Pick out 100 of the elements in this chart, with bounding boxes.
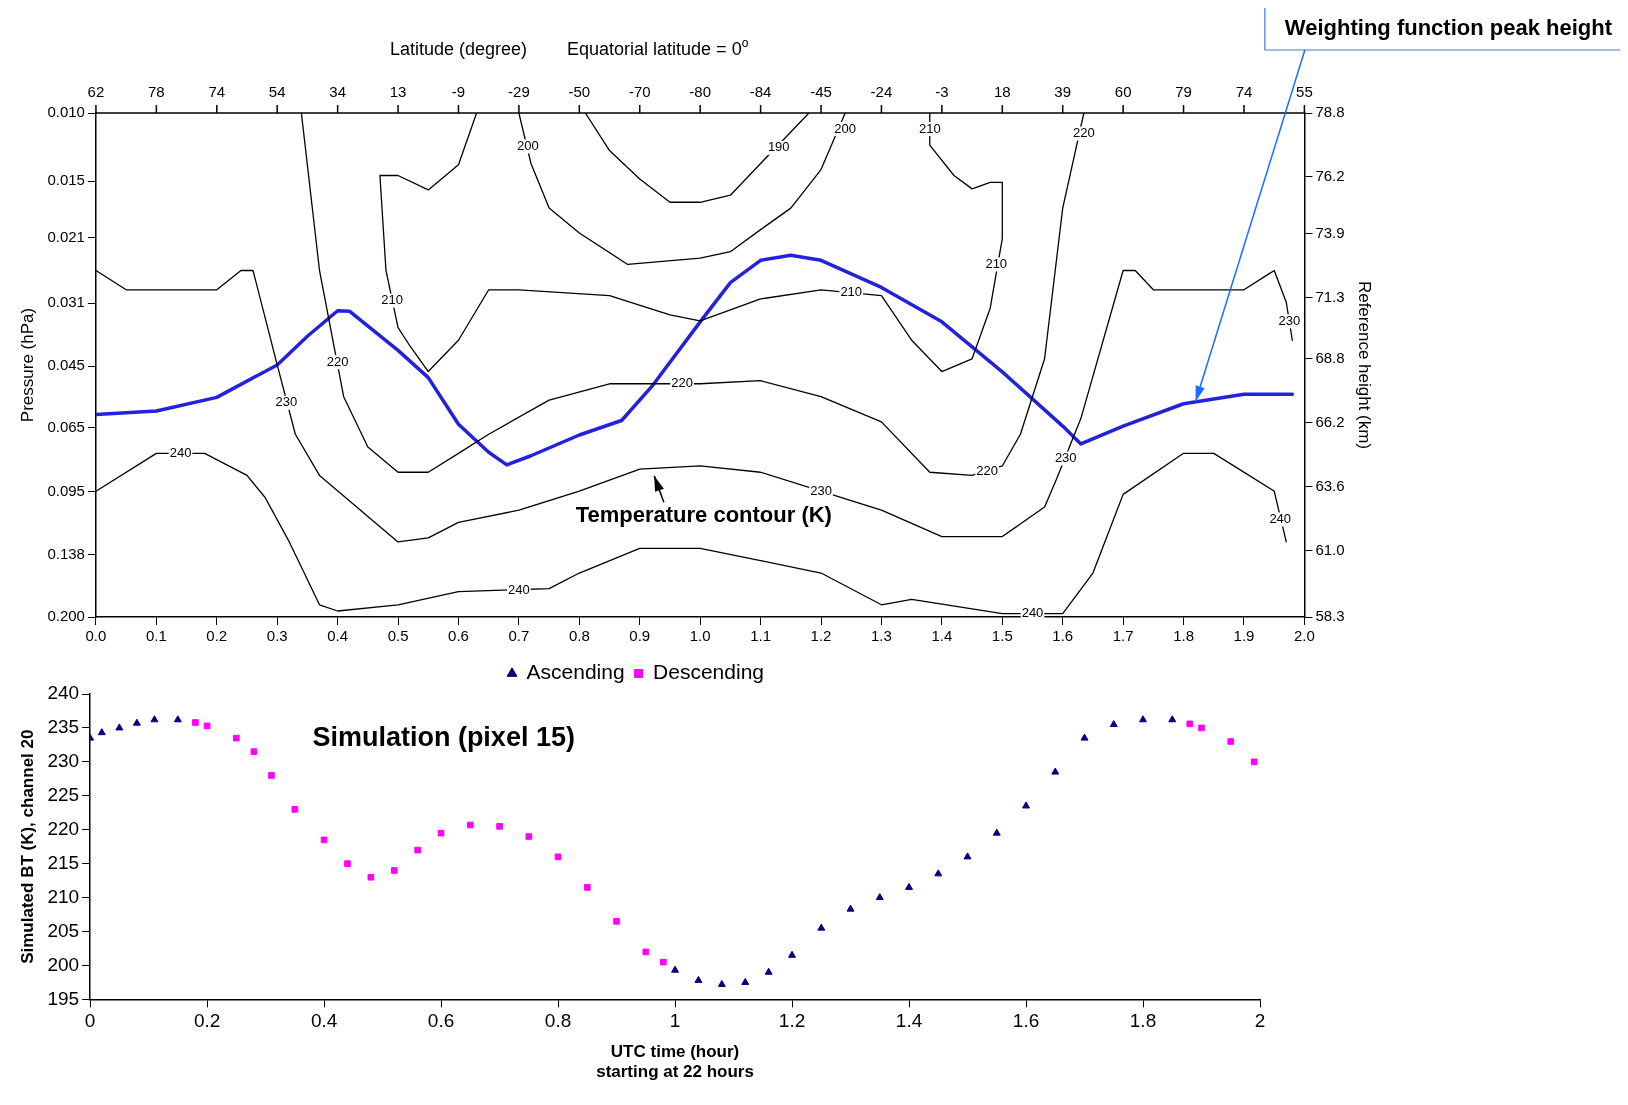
y-tick-label: 0.200 [47,607,85,625]
x-tick-label: 1.9 [1233,627,1255,645]
text: -70 [628,83,651,101]
annotation: 240 [1269,511,1292,527]
annotation: 210 [918,120,941,136]
x-tick-label: 0.4 [310,1010,338,1032]
x-tick-label: 1 [669,1010,681,1032]
y-tick-label: 230 [47,750,80,772]
y-axis-title: Simulated BT (K), channel 20 [17,729,37,964]
y-axis-title: Pressure (hPa) [17,307,37,423]
text: -45 [810,83,832,101]
x-tick-label: 0.6 [427,1010,455,1032]
x-tick-label: 0.1 [145,627,167,645]
text: 79 [1175,83,1192,101]
y2-tick-label: 63.6 [1315,476,1345,494]
y-tick-label: 200 [47,953,80,975]
y2-tick-label: 73.9 [1315,223,1345,241]
annotation: 220 [671,375,693,391]
annotation: 210 [381,292,403,308]
y2-tick-label: 68.8 [1315,348,1345,366]
y2-tick-label: 71.3 [1315,287,1345,305]
x-tick-label: 1.2 [810,627,832,645]
x-axis-title: UTC time (hour) starting at 22 hours [596,1042,754,1082]
x-tick-label: 1.5 [991,627,1013,645]
text: -29 [508,83,530,101]
annotation: 200 [834,120,857,136]
annotation: 190 [767,139,790,155]
annotation: 230 [275,394,298,410]
y-tick-label: 235 [47,716,80,738]
x-tick-label: 0.2 [193,1010,221,1032]
annotation: 230 [1278,312,1301,328]
x-tick-label: 0.5 [387,627,409,645]
annotation: 210 [840,283,863,299]
x-tick-label: 1.4 [895,1010,923,1032]
text: -24 [870,83,893,101]
text: -80 [689,83,712,101]
x-tick-label: 1.7 [1112,627,1134,645]
annotation: Simulation (pixel 15) [312,722,575,753]
y-tick-label: 220 [47,817,80,839]
y2-tick-label: 78.8 [1315,103,1345,121]
legend-label: Descending [653,660,764,684]
annotation: 200 [517,138,539,154]
text: 78 [148,83,165,101]
annotation: 240 [169,444,192,460]
annotation: Temperature contour (K) [575,502,832,528]
text: -84 [749,83,772,101]
x-tick-label: 0.4 [327,627,349,645]
annotation: 230 [1054,450,1077,466]
x-tick-label: 1.6 [1012,1010,1040,1032]
annotation: 220 [326,353,349,369]
x-tick-label: 0.7 [508,627,530,645]
y-tick-label: 0.021 [47,227,85,245]
annotation: Weighting function peak height [1284,15,1613,41]
y-tick-label: 205 [47,919,80,941]
y-tick-label: 0.045 [47,356,85,374]
x-tick-label: 2.0 [1293,627,1315,645]
x-tick-label: 0.3 [266,627,288,645]
y2-tick-label: 58.3 [1315,607,1345,625]
x-tick-label: 1.2 [778,1010,806,1032]
x-tick-label: 1.3 [871,627,892,645]
x-tick-label: 2 [1254,1010,1266,1032]
annotation: 210 [985,256,1008,272]
y-tick-label: 240 [47,682,80,704]
annotation: 230 [810,482,832,498]
y-tick-label: 195 [47,987,80,1009]
text: 13 [389,83,407,101]
x-tick-label: 0.8 [568,627,590,645]
text: 18 [993,83,1011,101]
y2-tick-label: 76.2 [1315,167,1345,185]
x-tick-label: 0.8 [544,1010,572,1032]
y2-tick-label: 66.2 [1315,412,1345,430]
y2-tick-label: 61.0 [1315,540,1345,558]
text: -9 [451,83,466,101]
x-tick-label: 0.6 [448,627,469,645]
x-tick-label: 1.1 [750,627,772,645]
x-tick-label: 0.2 [206,627,228,645]
text: -50 [568,83,591,101]
y-tick-label: 0.138 [47,544,85,562]
y-tick-label: 210 [47,885,80,907]
y-tick-label: 0.065 [47,418,85,436]
annotation: 220 [1073,125,1095,141]
text: 39 [1054,83,1072,101]
annotation: 240 [1021,605,1044,621]
annotation: 240 [508,582,530,598]
y-tick-label: 0.095 [47,481,85,499]
y-tick-label: 0.010 [47,103,85,121]
x-tick-label: 1.0 [689,627,711,645]
text: 55 [1296,83,1313,101]
y-tick-label: 225 [47,784,80,806]
x-tick-label: 1.4 [931,627,953,645]
annotation: 220 [976,462,999,478]
text: 54 [268,83,286,101]
x-tick-label: 1.8 [1129,1010,1157,1032]
x-tick-label: 0.9 [629,627,651,645]
text: 62 [87,83,105,101]
text: 74 [208,83,226,101]
text: 60 [1114,83,1132,101]
x-tick-label: 1.6 [1052,627,1074,645]
y-tick-label: 0.031 [47,293,85,311]
y-tick-label: 215 [47,851,80,873]
